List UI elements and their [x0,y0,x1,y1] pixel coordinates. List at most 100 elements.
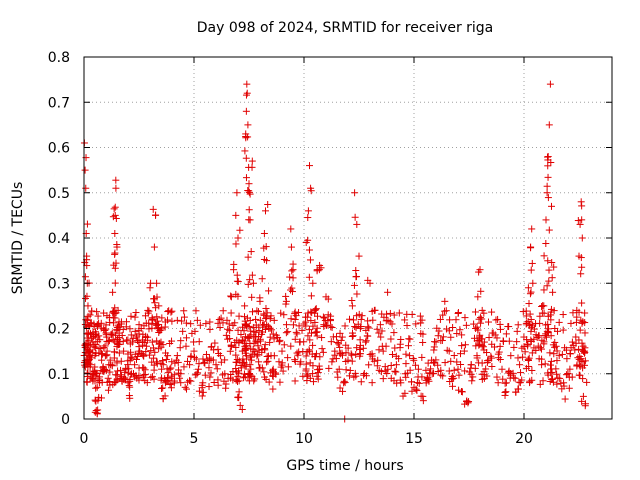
data-point [524,284,532,292]
data-point-texture [517,369,525,377]
data-point-texture [458,388,466,396]
data-point-texture [546,349,554,357]
data-point-texture [152,304,160,312]
data-point-texture [103,351,111,359]
data-point-texture [289,321,297,329]
data-point-texture [121,368,129,376]
data-point-texture [525,300,533,308]
data-point-texture [206,373,214,381]
data-point-texture [471,308,479,316]
data-point-texture [213,365,221,373]
data-point [529,279,537,287]
data-point-texture [477,319,485,327]
data-point-texture [245,187,253,195]
data-point-texture [304,236,312,244]
data-point [236,401,244,409]
data-point-texture [101,365,109,373]
data-point-texture [217,314,225,322]
data-point [454,365,462,373]
data-point-texture [309,370,317,378]
data-point-texture [311,318,319,326]
data-point-texture [179,327,187,335]
data-point-texture [265,287,273,295]
data-point-texture [98,350,106,358]
data-point-texture [234,278,242,286]
data-point-texture [356,350,364,358]
data-point-texture [342,341,350,349]
data-point-texture [259,321,267,329]
data-point-texture [117,357,125,365]
data-point-texture [236,226,244,234]
data-point-texture [275,338,283,346]
data-point-texture [232,351,240,359]
data-point-texture [501,391,509,399]
data-point-texture [331,351,339,359]
data-point [81,166,89,174]
data-point-texture [295,309,303,317]
data-point-texture [234,292,242,300]
data-point-texture [430,369,438,377]
data-point [351,189,359,197]
data-point-texture [553,357,561,365]
data-point-texture [350,373,358,381]
data-point-texture [91,344,99,352]
data-point-texture [348,351,356,359]
data-point-texture [564,370,572,378]
data-point [379,347,387,355]
data-point-texture [569,309,577,317]
data-point-texture [254,342,262,350]
data-point [576,220,584,228]
data-point-texture [147,373,155,381]
data-point-texture [544,173,552,181]
data-point-texture [561,395,569,403]
data-point-texture [244,334,252,342]
data-point-texture [461,314,469,322]
data-point-texture [514,385,522,393]
data-point-texture [287,286,295,294]
data-point-texture [242,322,250,330]
data-point-texture [282,292,290,300]
data-point [549,288,557,296]
data-point [287,225,295,233]
data-point-texture [383,369,391,377]
data-point-texture [92,369,100,377]
data-point [545,121,553,129]
data-point-texture [353,290,361,298]
data-point [146,284,154,292]
data-point-texture [93,410,101,418]
data-point-texture [125,382,133,390]
data-point-texture [338,333,346,341]
data-point-texture [467,361,475,369]
data-point-texture [135,374,143,382]
data-point [247,248,255,256]
data-point-texture [575,345,583,353]
data-point-texture [186,377,194,385]
data-point-texture [530,325,538,333]
data-point-texture [527,244,535,252]
data-point [212,361,220,369]
data-point-texture [113,376,121,384]
data-point [414,365,422,373]
data-point-texture [195,387,203,395]
data-point-texture [317,264,325,272]
data-point-texture [246,316,254,324]
x-tick-label: 10 [295,431,313,447]
data-point-texture [266,333,274,341]
data-point-texture [327,317,335,325]
data-point-texture [351,213,359,221]
data-point-texture [430,343,438,351]
data-point-texture [364,317,372,325]
data-point-texture [91,328,99,336]
data-point [111,211,119,219]
data-point-texture [427,365,435,373]
data-point [233,189,241,197]
data-point-texture [307,317,315,325]
data-point-texture [443,346,451,354]
data-point-texture [439,333,447,341]
data-point [225,320,233,328]
data-point-texture [314,312,322,320]
data-point-texture [89,349,97,357]
data-point-texture [346,366,354,374]
data-points [80,80,591,423]
data-point-texture [287,342,295,350]
